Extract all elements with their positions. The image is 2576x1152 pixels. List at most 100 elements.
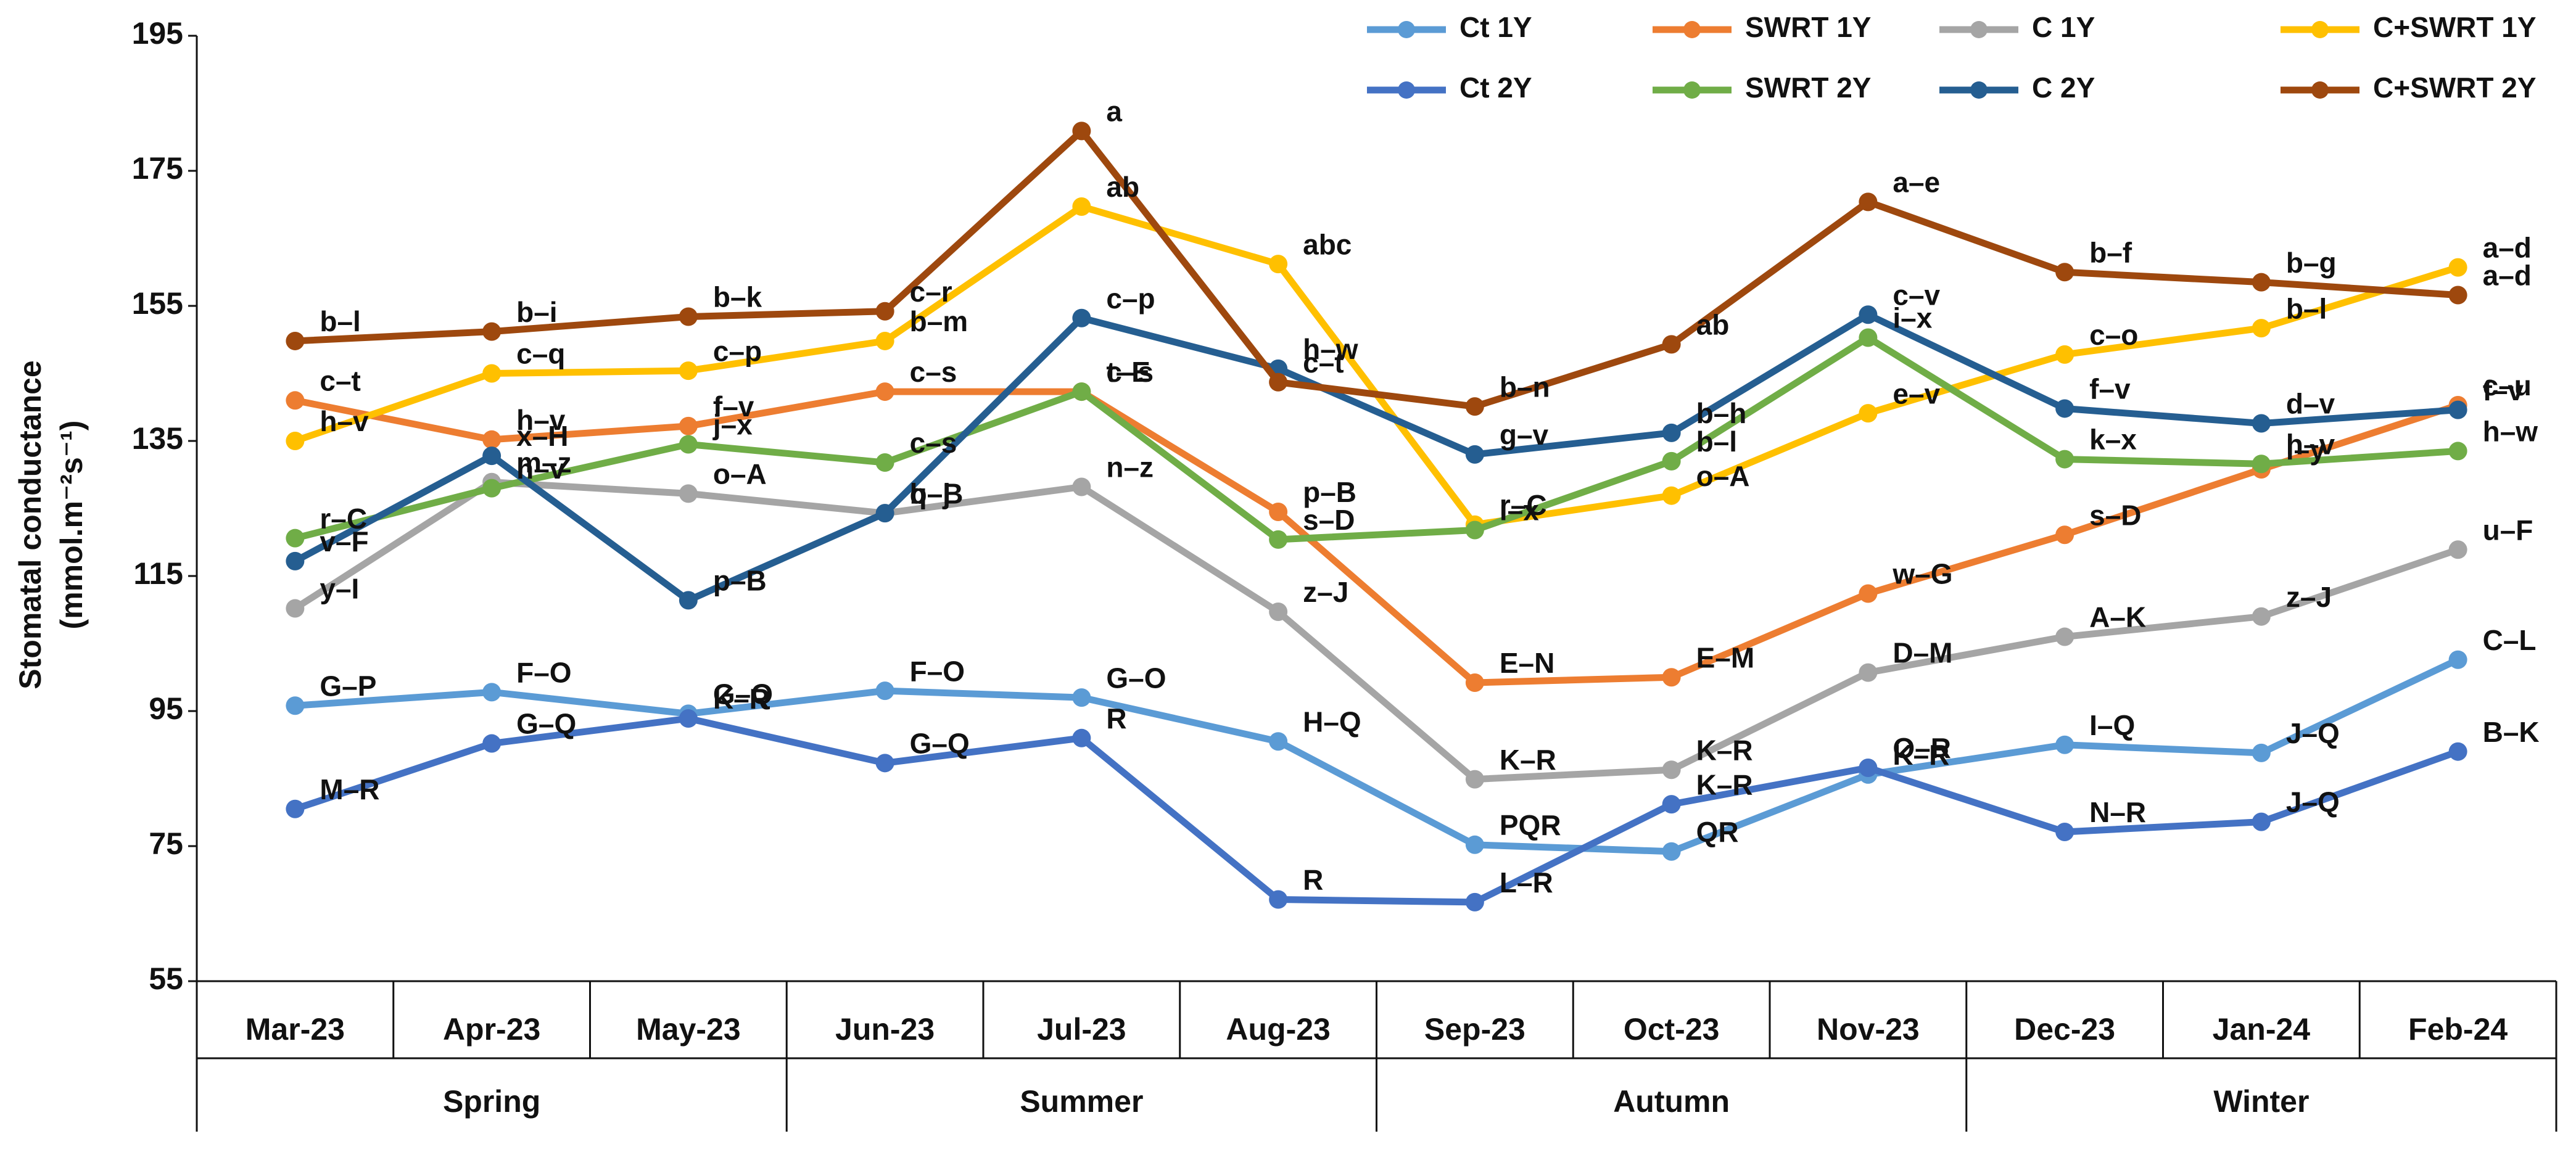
point-label: a–d — [2483, 232, 2532, 264]
data-point — [679, 709, 698, 728]
point-label: h–v — [320, 405, 369, 437]
point-label: t–E — [1106, 356, 1150, 388]
data-point — [1072, 121, 1091, 141]
point-label: c–v — [1893, 279, 1940, 311]
data-point — [679, 591, 698, 610]
data-point — [2055, 627, 2074, 646]
legend-marker — [2311, 81, 2329, 99]
y-axis-unit: (mmol.m⁻²s⁻¹) — [54, 421, 89, 630]
point-label: H–Q — [1303, 706, 1361, 738]
point-label: h–v — [2286, 428, 2335, 460]
point-label: O–R — [1893, 732, 1951, 764]
point-label: p–B — [713, 565, 767, 597]
data-point — [1662, 668, 1681, 687]
point-label: ab — [1106, 171, 1139, 203]
point-label: A–K — [2089, 601, 2146, 633]
series-line — [294, 334, 2458, 543]
point-label: i–x — [1500, 495, 1539, 527]
y-tick-label: 75 — [149, 826, 183, 861]
legend-label: Ct 2Y — [1459, 72, 1532, 104]
x-tick-label: May-23 — [636, 1012, 741, 1047]
data-point — [679, 361, 698, 381]
data-point — [1269, 372, 1288, 392]
point-label: s–D — [2089, 499, 2141, 531]
data-point — [2055, 450, 2074, 469]
point-label: z–J — [1303, 576, 1348, 608]
data-point — [2252, 743, 2271, 762]
data-point — [1072, 477, 1091, 496]
legend-marker — [1970, 21, 1988, 38]
point-label: QR — [1696, 816, 1739, 848]
data-point — [679, 416, 698, 435]
point-label: I–Q — [2089, 709, 2135, 741]
x-tick-label: Sep-23 — [1424, 1012, 1525, 1047]
data-point — [1859, 305, 1878, 324]
x-tick-label: Feb-24 — [2408, 1012, 2508, 1047]
point-label: h–w — [2483, 416, 2538, 448]
point-label: n–z — [1106, 451, 1154, 483]
point-label: c–r — [910, 276, 952, 308]
data-point — [2252, 273, 2271, 292]
group-label: Autumn — [1613, 1084, 1730, 1119]
x-tick-label: Apr-23 — [443, 1012, 540, 1047]
point-label: G–Q — [910, 727, 970, 759]
group-label: Winter — [2213, 1084, 2309, 1119]
point-label: a–d — [2483, 260, 2532, 292]
data-point — [1859, 328, 1878, 347]
data-point — [286, 529, 305, 548]
legend-marker — [1398, 81, 1415, 99]
point-label: f–v — [2089, 373, 2131, 405]
data-point — [2055, 823, 2074, 842]
point-label: N–R — [2089, 796, 2146, 828]
point-label: K–R — [1696, 734, 1753, 766]
data-point — [482, 479, 502, 498]
point-label: z–J — [2286, 581, 2332, 613]
x-tick-label: Jan-24 — [2213, 1012, 2311, 1047]
point-label: v–F — [320, 525, 368, 557]
point-label: h–w — [1303, 333, 1358, 365]
point-label: b–k — [713, 281, 762, 313]
data-point — [2055, 399, 2074, 418]
point-label: abc — [1303, 228, 1352, 260]
data-point — [679, 307, 698, 326]
data-point — [1465, 445, 1484, 464]
x-tick-label: Dec-23 — [2014, 1012, 2115, 1047]
legend-marker — [1398, 21, 1415, 38]
data-point — [1072, 728, 1091, 747]
data-point — [1662, 795, 1681, 814]
data-point — [875, 382, 894, 401]
legend-marker — [1970, 81, 1988, 99]
point-label: i–x — [1893, 302, 1932, 334]
data-point — [1269, 502, 1288, 521]
point-label: k–x — [2089, 424, 2137, 456]
series-line — [294, 388, 2459, 686]
point-label: o–A — [713, 458, 767, 490]
data-point — [286, 599, 305, 618]
point-label: B–K — [2483, 716, 2540, 748]
point-label: r–C — [1500, 489, 1547, 521]
point-label: o–A — [1696, 460, 1750, 492]
point-label: K–R — [1500, 744, 1556, 776]
data-point — [1662, 335, 1681, 354]
point-label: c–q — [516, 338, 565, 370]
point-label: c–s — [910, 356, 957, 388]
data-point — [482, 683, 502, 702]
data-point — [1465, 770, 1484, 789]
point-label: G–P — [320, 670, 376, 702]
data-point — [2448, 540, 2467, 559]
y-tick-label: 95 — [149, 691, 183, 726]
series-line — [293, 311, 2459, 604]
y-tick-label: 55 — [149, 961, 183, 996]
data-point — [2055, 345, 2074, 364]
data-point — [2448, 286, 2467, 305]
point-label: c–s — [1106, 356, 1154, 388]
data-point — [875, 504, 894, 523]
data-point — [679, 435, 698, 454]
data-point — [2055, 525, 2074, 545]
data-point — [1465, 892, 1484, 911]
data-point — [1465, 673, 1484, 693]
point-label: u–F — [2483, 514, 2533, 546]
data-point — [1269, 255, 1288, 274]
point-label: L–R — [1500, 866, 1553, 899]
